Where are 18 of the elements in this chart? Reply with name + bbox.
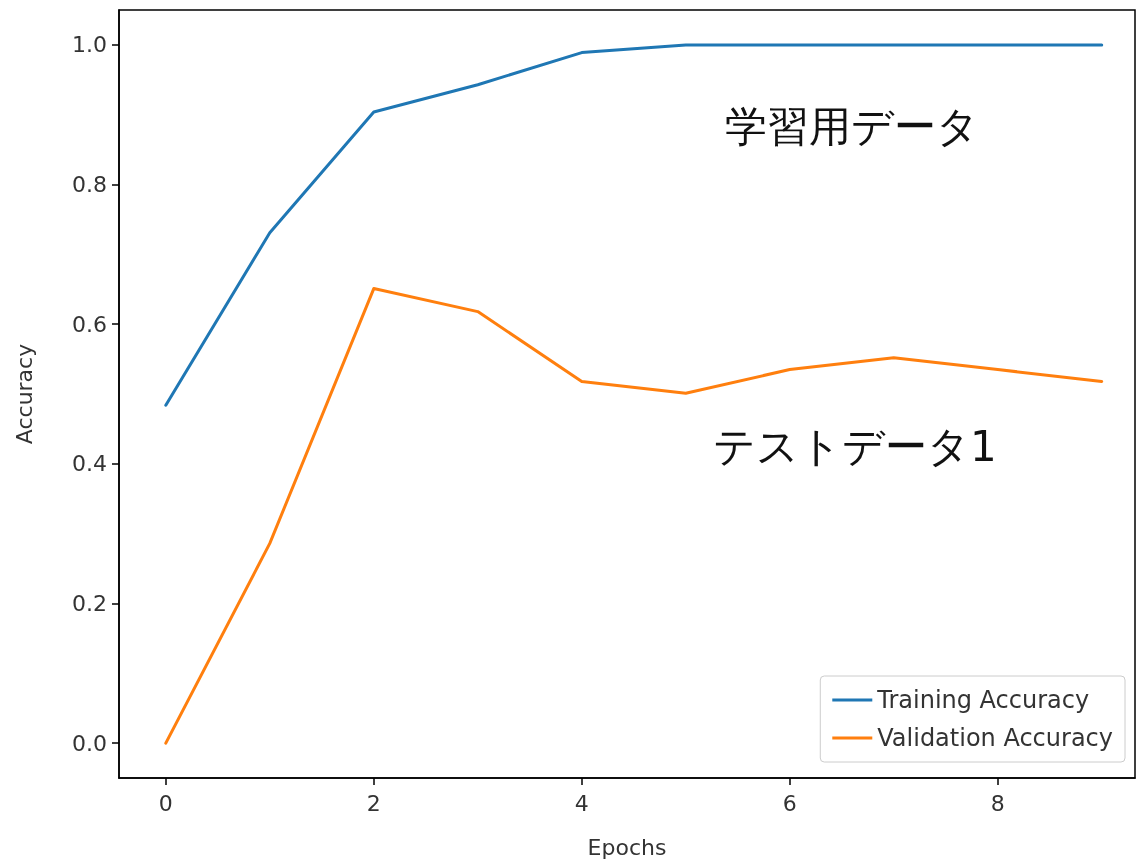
- x-tick-label: 0: [158, 790, 173, 816]
- line-series: [164, 43, 1104, 407]
- x-tick-label: 6: [782, 790, 797, 816]
- x-tick-label: 4: [574, 790, 589, 816]
- x-axis-title: Epochs: [587, 834, 667, 860]
- x-tick-label: 8: [990, 790, 1005, 816]
- y-tick-label: 0.6: [72, 311, 107, 337]
- y-tick-label: 0.2: [72, 590, 107, 616]
- legend-label: Validation Accuracy: [877, 724, 1114, 752]
- legend-label: Training Accuracy: [876, 686, 1090, 714]
- y-axis-title: Accuracy: [11, 343, 37, 445]
- y-tick-label: 0.0: [72, 730, 107, 756]
- y-tick-label: 0.4: [72, 451, 107, 477]
- x-tick-label: 2: [366, 790, 381, 816]
- annotation: テストデータ1: [713, 421, 997, 471]
- y-tick-label: 1.0: [72, 32, 107, 58]
- annotation: 学習用データ: [725, 101, 979, 151]
- y-tick-label: 0.8: [72, 172, 107, 198]
